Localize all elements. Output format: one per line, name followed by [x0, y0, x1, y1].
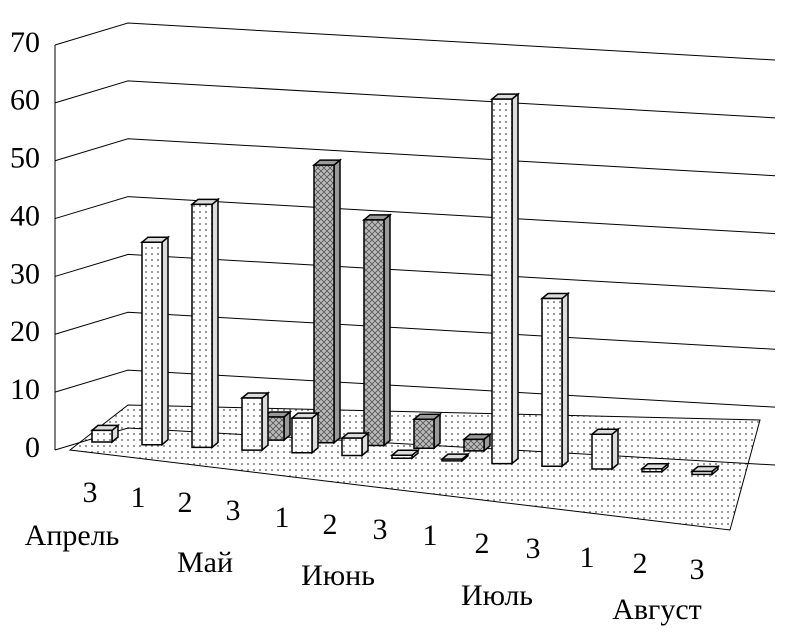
bar-face [441, 458, 463, 462]
group-label: Апрель [25, 519, 120, 552]
bar-face [591, 433, 613, 470]
bar [311, 158, 343, 445]
bar [439, 452, 471, 463]
bar-face [241, 397, 263, 451]
x-tick-label: 3 [83, 476, 98, 509]
y-tick-label: 10 [10, 373, 40, 406]
bar [639, 462, 671, 474]
bar [411, 412, 443, 450]
bar-face [541, 297, 563, 468]
bar [461, 432, 493, 453]
bar-face [611, 427, 619, 471]
bar-face [291, 417, 313, 454]
grid-line [54, 22, 776, 61]
grid-line [54, 253, 776, 292]
bar [261, 410, 293, 442]
bar-face [91, 429, 113, 443]
bar-face [211, 197, 219, 450]
bar [239, 391, 271, 452]
bar-face [641, 468, 663, 473]
grid-line [54, 196, 776, 235]
bar-face [141, 241, 163, 446]
bar-face [363, 219, 385, 447]
x-tick-label: 3 [690, 553, 705, 586]
x-tick-label: 3 [373, 513, 388, 546]
bar-face [311, 411, 319, 455]
x-tick-label: 1 [580, 541, 595, 574]
x-tick-label: 2 [323, 508, 338, 541]
x-tick-label: 2 [633, 547, 648, 580]
y-tick-label: 60 [10, 84, 40, 117]
bar [361, 213, 393, 448]
bar [589, 427, 621, 471]
y-tick-label: 70 [10, 26, 40, 59]
y-tick-label: 40 [10, 199, 40, 232]
bar-face [491, 98, 513, 465]
bar-face [511, 92, 519, 466]
bar-face [191, 203, 213, 449]
grid-line [54, 80, 776, 119]
bar [189, 197, 221, 450]
bar [489, 92, 521, 466]
x-tick-label: 3 [226, 494, 241, 527]
bar-face [341, 437, 363, 457]
bar-face [561, 291, 569, 468]
bar-face [161, 235, 169, 447]
bar [139, 235, 171, 447]
group-label: Август [612, 593, 702, 626]
bar-face [261, 391, 269, 452]
bar [539, 291, 571, 468]
y-tick-label: 20 [10, 315, 40, 348]
bar-face [391, 454, 413, 459]
x-tick-label: 1 [423, 519, 438, 552]
x-tick-label: 1 [131, 481, 146, 514]
bar [689, 464, 721, 477]
bar [389, 448, 421, 460]
x-tick-label: 1 [275, 501, 290, 534]
y-tick-label: 0 [25, 431, 40, 464]
bar-face [413, 418, 435, 449]
group-label: Июль [461, 579, 533, 612]
bar-face [333, 158, 341, 445]
group-label: Май [177, 546, 233, 579]
x-tick-label: 3 [526, 532, 541, 565]
bar-face [463, 438, 485, 452]
bar [89, 423, 121, 444]
y-tick-label: 50 [10, 142, 40, 175]
group-label: Июнь [301, 559, 375, 592]
x-tick-label: 2 [178, 486, 193, 519]
y-tick-label: 30 [10, 257, 40, 290]
x-tick-label: 2 [475, 527, 490, 560]
grid-line [54, 138, 776, 177]
bar-face [691, 470, 713, 476]
bar [289, 411, 321, 455]
bar-face [383, 213, 391, 448]
bar-face [313, 164, 335, 444]
bar [339, 431, 371, 458]
